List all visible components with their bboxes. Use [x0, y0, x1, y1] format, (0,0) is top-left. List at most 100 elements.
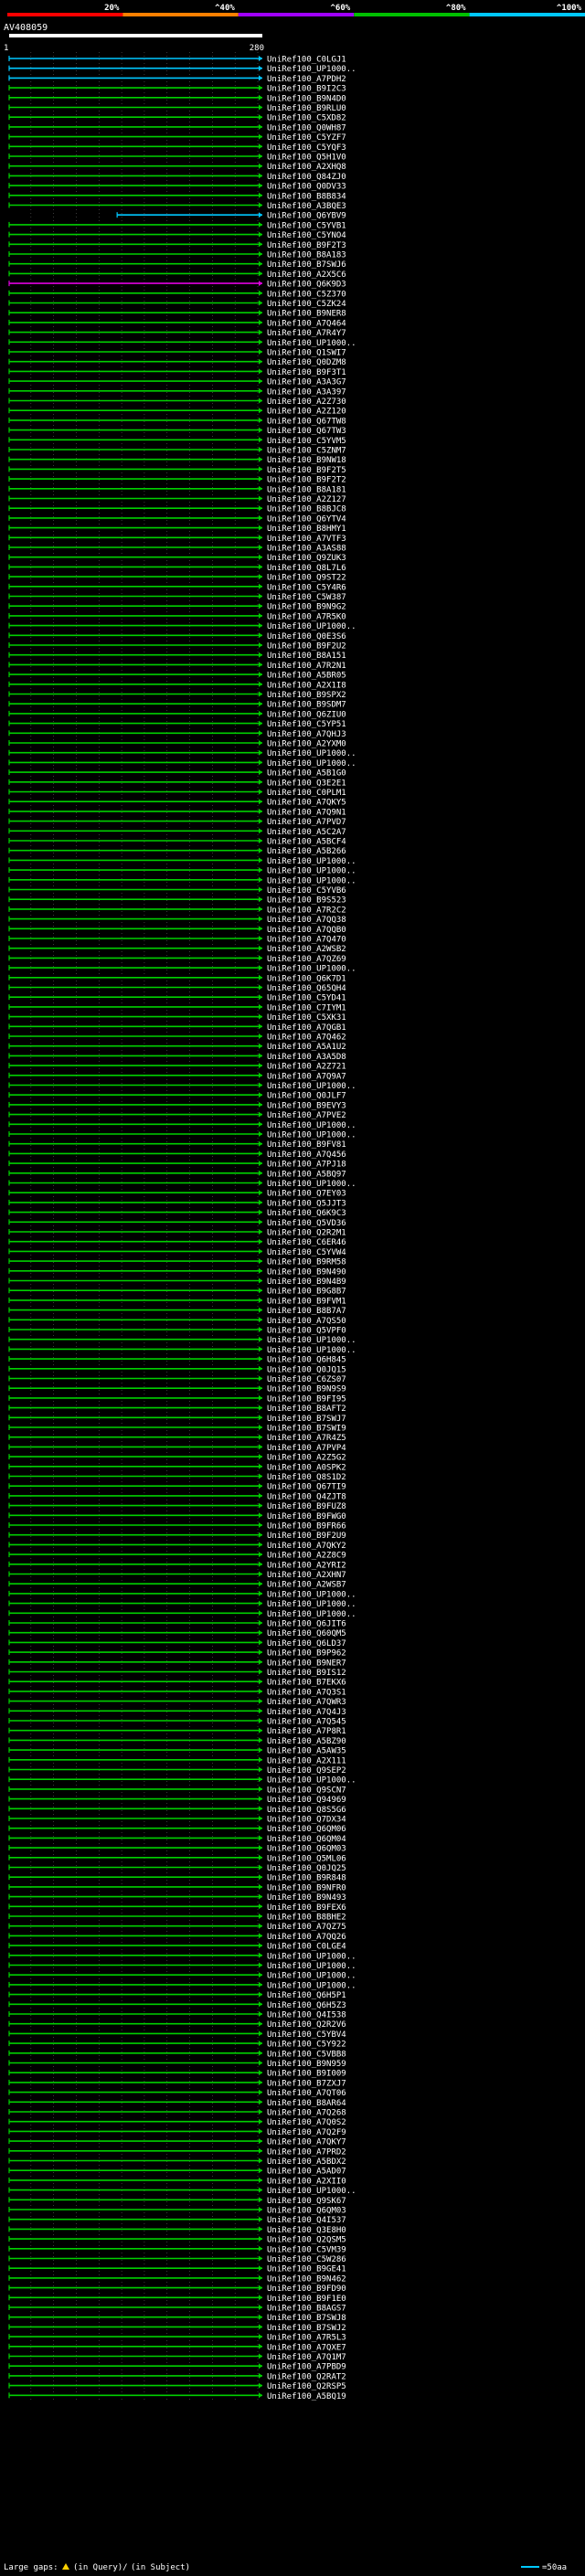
hit-label: UniRef100_A3A5D8 — [267, 1053, 346, 1062]
hit-label: UniRef100_Q65QH4 — [267, 984, 346, 993]
hit-label: UniRef100_Q67TW8 — [267, 417, 346, 426]
hit-end-arrow — [259, 1600, 262, 1606]
hit-label: UniRef100_C5ZNM7 — [267, 447, 346, 456]
hit-end-arrow — [259, 2118, 262, 2125]
hit-end-arrow — [259, 1669, 262, 1675]
hit-end-arrow — [259, 1698, 262, 1704]
hit-end-arrow — [259, 1825, 262, 1831]
hit-label: UniRef100_A5BR05 — [267, 672, 346, 681]
hit-label: UniRef100_C5YQF3 — [267, 143, 346, 153]
hit-label: UniRef100_B9N490 — [267, 1267, 346, 1277]
hit-end-arrow — [259, 300, 262, 306]
hit-label: UniRef100_A5BQ97 — [267, 1170, 346, 1179]
hit-label: UniRef100_A7Q456 — [267, 1150, 346, 1160]
hit-end-arrow — [259, 1796, 262, 1802]
hit-label: UniRef100_C5W387 — [267, 593, 346, 602]
hit-end-arrow — [259, 2314, 262, 2320]
hit-end-arrow — [259, 1854, 262, 1860]
hit-end-arrow — [259, 2128, 262, 2135]
hit-end-arrow — [259, 1542, 262, 1548]
hit-end-arrow — [259, 545, 262, 550]
hit-label: UniRef100_Q6K9D3 — [267, 281, 346, 290]
hit-label: UniRef100_A5AD07 — [267, 2168, 346, 2177]
hit-label: UniRef100_B9SDM7 — [267, 701, 346, 710]
hit-label: UniRef100_Q67TW3 — [267, 427, 346, 436]
hit-label: UniRef100_A7Q470 — [267, 936, 346, 945]
hit-label: UniRef100_A7VTF3 — [267, 535, 346, 544]
hit-end-arrow — [259, 1307, 262, 1313]
hit-label: UniRef100_A7QZ69 — [267, 955, 346, 964]
hit-label: UniRef100_B9F2U9 — [267, 1532, 346, 1541]
hit-end-arrow — [259, 1063, 262, 1069]
hit-end-arrow — [259, 1092, 262, 1098]
hit-label: UniRef100_A2WSB2 — [267, 945, 346, 954]
hit-label: UniRef100_A7PBD9 — [267, 2363, 346, 2372]
hit-end-arrow — [259, 2177, 262, 2183]
hit-end-arrow — [259, 632, 262, 639]
hit-label: UniRef100_B9F1E0 — [267, 2295, 346, 2304]
hit-label: UniRef100_A5BZ90 — [267, 1737, 346, 1746]
hit-end-arrow — [259, 427, 262, 433]
hit-end-arrow — [259, 2274, 262, 2281]
hit-end-arrow — [259, 867, 262, 874]
hit-end-arrow — [259, 945, 262, 951]
hit-end-arrow — [259, 1209, 262, 1215]
hit-label: UniRef100_A2Z127 — [267, 495, 346, 504]
hit-label: UniRef100_B9FWG0 — [267, 1512, 346, 1521]
hit-label: UniRef100_Q6YTV4 — [267, 514, 346, 524]
hit-end-arrow — [259, 94, 262, 101]
hit-end-arrow — [259, 2050, 262, 2056]
hit-label: UniRef100_B9EVY3 — [267, 1101, 346, 1110]
hit-end-arrow — [259, 1023, 262, 1030]
hit-label: UniRef100_A2XHN7 — [267, 1571, 346, 1580]
hit-label: UniRef100_A7PDH2 — [267, 75, 346, 84]
hit-label: UniRef100_B8BJC8 — [267, 505, 346, 514]
hit-label: UniRef100_B9FEX6 — [267, 1903, 346, 1913]
hit-label: UniRef100_B7SWJ8 — [267, 2314, 346, 2323]
hit-label: UniRef100_B8AR64 — [267, 2099, 346, 2108]
hit-label: UniRef100_A7R2N1 — [267, 662, 346, 671]
hit-end-arrow — [259, 65, 262, 71]
hit-label: UniRef100_B8A181 — [267, 485, 346, 494]
hit-label: UniRef100_Q9ZUK3 — [267, 554, 346, 563]
hit-label: UniRef100_C5YVB6 — [267, 886, 346, 896]
hit-label: UniRef100_UP1000.. — [267, 1131, 356, 1140]
hit-end-arrow — [259, 730, 262, 737]
hit-label: UniRef100_C5YVB1 — [267, 221, 346, 230]
hit-label: UniRef100_C5YBV4 — [267, 2030, 346, 2040]
hit-end-arrow — [259, 535, 262, 541]
legend-swatch — [7, 13, 123, 16]
hit-label: UniRef100_A7QXE7 — [267, 2343, 346, 2352]
hit-label: UniRef100_B9FV81 — [267, 1140, 346, 1150]
hit-label: UniRef100_A2Z120 — [267, 408, 346, 417]
hit-end-arrow — [259, 926, 262, 932]
hit-end-arrow — [259, 574, 262, 580]
hit-end-arrow — [259, 1140, 262, 1147]
hit-end-arrow — [259, 466, 262, 472]
hit-end-arrow — [259, 1933, 262, 1939]
hit-label: UniRef100_A7PVP4 — [267, 1444, 346, 1453]
hit-end-arrow — [259, 241, 262, 248]
hit-end-arrow — [259, 1737, 262, 1744]
hit-end-arrow — [259, 2363, 262, 2369]
hit-end-arrow — [259, 1101, 262, 1108]
hit-end-arrow — [259, 1003, 262, 1010]
hit-label: UniRef100_Q6K7D1 — [267, 974, 346, 983]
hit-label: UniRef100_B9N4B9 — [267, 1277, 346, 1287]
hit-end-arrow — [259, 2353, 262, 2359]
hit-label: UniRef100_B9F3T1 — [267, 368, 346, 377]
footer-large-gaps-label: Large gaps: — [4, 2563, 58, 2572]
hit-end-arrow — [259, 564, 262, 570]
hit-end-arrow — [259, 2099, 262, 2105]
hit-end-arrow — [259, 1991, 262, 1998]
hit-label: UniRef100_A7QZ75 — [267, 1923, 346, 1932]
hit-label: UniRef100_Q5VD36 — [267, 1219, 346, 1228]
hit-label: UniRef100_A7QKY5 — [267, 799, 346, 808]
hit-end-arrow — [259, 319, 262, 325]
hit-label: UniRef100_C5VM39 — [267, 2245, 346, 2254]
hit-end-arrow — [259, 1053, 262, 1059]
hit-end-arrow — [259, 417, 262, 423]
hit-end-arrow — [259, 936, 262, 941]
hit-label: UniRef100_C5YP51 — [267, 720, 346, 729]
hit-label: UniRef100_C5W286 — [267, 2255, 346, 2264]
